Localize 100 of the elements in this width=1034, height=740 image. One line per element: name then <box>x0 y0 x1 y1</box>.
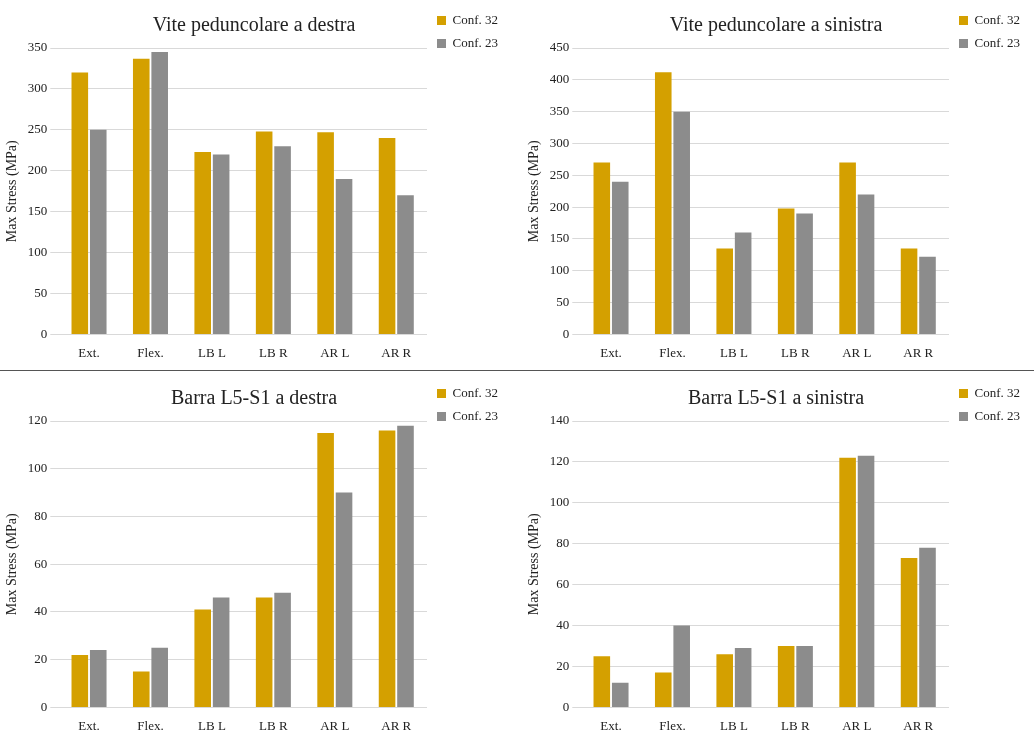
y-tick-label: 60 <box>556 576 570 592</box>
chart-title: Vite peduncolare a destra <box>152 13 356 37</box>
bar <box>796 646 813 707</box>
y-tick-label: 250 <box>27 121 48 137</box>
bar <box>673 625 690 707</box>
x-tick-label: AR R <box>903 717 934 733</box>
y-axis-title: Max Stress (MPa) <box>526 512 543 616</box>
bar <box>335 492 353 707</box>
bar <box>397 425 414 707</box>
bar <box>611 181 629 334</box>
bar <box>151 647 168 707</box>
x-tick-label: LB L <box>720 344 748 360</box>
bar <box>212 154 230 334</box>
bar <box>132 671 150 707</box>
legend-label: Conf. 23 <box>452 34 498 50</box>
chart-title: Barra L5-S1 a destra <box>170 386 338 409</box>
x-tick-label: LB R <box>259 717 288 733</box>
bar <box>734 648 752 707</box>
x-tick-label: LB R <box>259 344 288 360</box>
x-tick-label: Flex. <box>659 344 686 360</box>
bar <box>71 654 89 707</box>
legend-label: Conf. 32 <box>974 11 1020 27</box>
bar <box>857 455 875 707</box>
bar <box>611 682 629 707</box>
bar <box>132 58 150 334</box>
y-axis-title: Max Stress (MPa) <box>526 139 543 243</box>
x-tick-label: Flex. <box>659 717 686 733</box>
x-tick-label: AR R <box>903 344 934 360</box>
x-tick-label: AR R <box>381 717 412 733</box>
y-tick-label: 100 <box>27 460 48 476</box>
bar <box>777 208 795 334</box>
bar <box>151 52 168 334</box>
bar <box>397 195 414 334</box>
x-tick-label: AR L <box>842 717 872 733</box>
x-tick-label: Flex. <box>137 344 164 360</box>
bar <box>900 558 918 707</box>
x-tick-label: Ext. <box>78 344 100 360</box>
bar <box>89 129 107 334</box>
bar <box>796 213 813 334</box>
x-tick-label: Ext. <box>600 717 622 733</box>
y-tick-label: 0 <box>40 325 48 341</box>
bar <box>274 592 291 707</box>
legend-label: Conf. 32 <box>974 384 1020 400</box>
x-tick-label: LB L <box>198 717 226 733</box>
bar <box>654 72 672 334</box>
bar <box>673 111 690 334</box>
bar <box>716 654 733 707</box>
bar <box>378 430 396 707</box>
bar <box>378 138 396 334</box>
x-tick-label: LB R <box>781 344 810 360</box>
legend-label: Conf. 23 <box>974 34 1020 50</box>
bar <box>255 597 273 707</box>
bar <box>900 248 918 334</box>
bar <box>194 151 211 334</box>
y-tick-label: 40 <box>34 603 48 619</box>
x-tick-label: LB R <box>781 717 810 733</box>
bar <box>274 146 291 334</box>
y-tick-label: 350 <box>549 103 570 119</box>
y-tick-label: 0 <box>562 698 570 714</box>
bar <box>839 457 856 707</box>
y-tick-label: 300 <box>549 134 570 150</box>
chart-title: Vite peduncolare a sinistra <box>669 13 883 37</box>
y-tick-label: 200 <box>549 198 570 214</box>
bar <box>593 656 611 707</box>
y-tick-label: 20 <box>556 657 570 673</box>
y-tick-label: 0 <box>40 698 48 714</box>
bar <box>317 432 334 707</box>
y-tick-label: 150 <box>27 203 48 219</box>
y-tick-label: 140 <box>549 412 570 428</box>
x-tick-label: LB L <box>720 717 748 733</box>
y-tick-label: 120 <box>27 412 48 428</box>
y-tick-label: 80 <box>34 507 48 523</box>
bar <box>212 597 230 707</box>
legend-label: Conf. 23 <box>452 407 498 423</box>
y-tick-label: 150 <box>549 230 570 246</box>
legend-label: Conf. 23 <box>974 407 1020 423</box>
y-tick-label: 120 <box>549 453 570 469</box>
bar <box>317 132 334 334</box>
x-tick-label: AR L <box>320 344 350 360</box>
y-tick-label: 0 <box>562 325 570 341</box>
y-tick-label: 40 <box>556 616 570 632</box>
x-tick-label: AR R <box>381 344 412 360</box>
x-tick-label: LB L <box>198 344 226 360</box>
x-tick-label: Flex. <box>137 717 164 733</box>
y-tick-label: 250 <box>549 166 570 182</box>
y-tick-label: 50 <box>34 284 48 300</box>
y-tick-label: 60 <box>34 555 48 571</box>
y-axis-title: Max Stress (MPa) <box>4 139 21 243</box>
y-axis-title: Max Stress (MPa) <box>4 512 21 616</box>
bar <box>857 194 875 334</box>
y-tick-label: 300 <box>27 80 48 96</box>
y-tick-label: 80 <box>556 535 570 551</box>
bar <box>194 609 211 707</box>
bar <box>255 131 273 334</box>
x-tick-label: AR L <box>842 344 872 360</box>
bar <box>777 646 795 707</box>
chart-title: Barra L5-S1 a sinistra <box>687 386 865 409</box>
bar <box>654 672 672 707</box>
bar <box>839 162 856 334</box>
x-tick-label: Ext. <box>78 717 100 733</box>
